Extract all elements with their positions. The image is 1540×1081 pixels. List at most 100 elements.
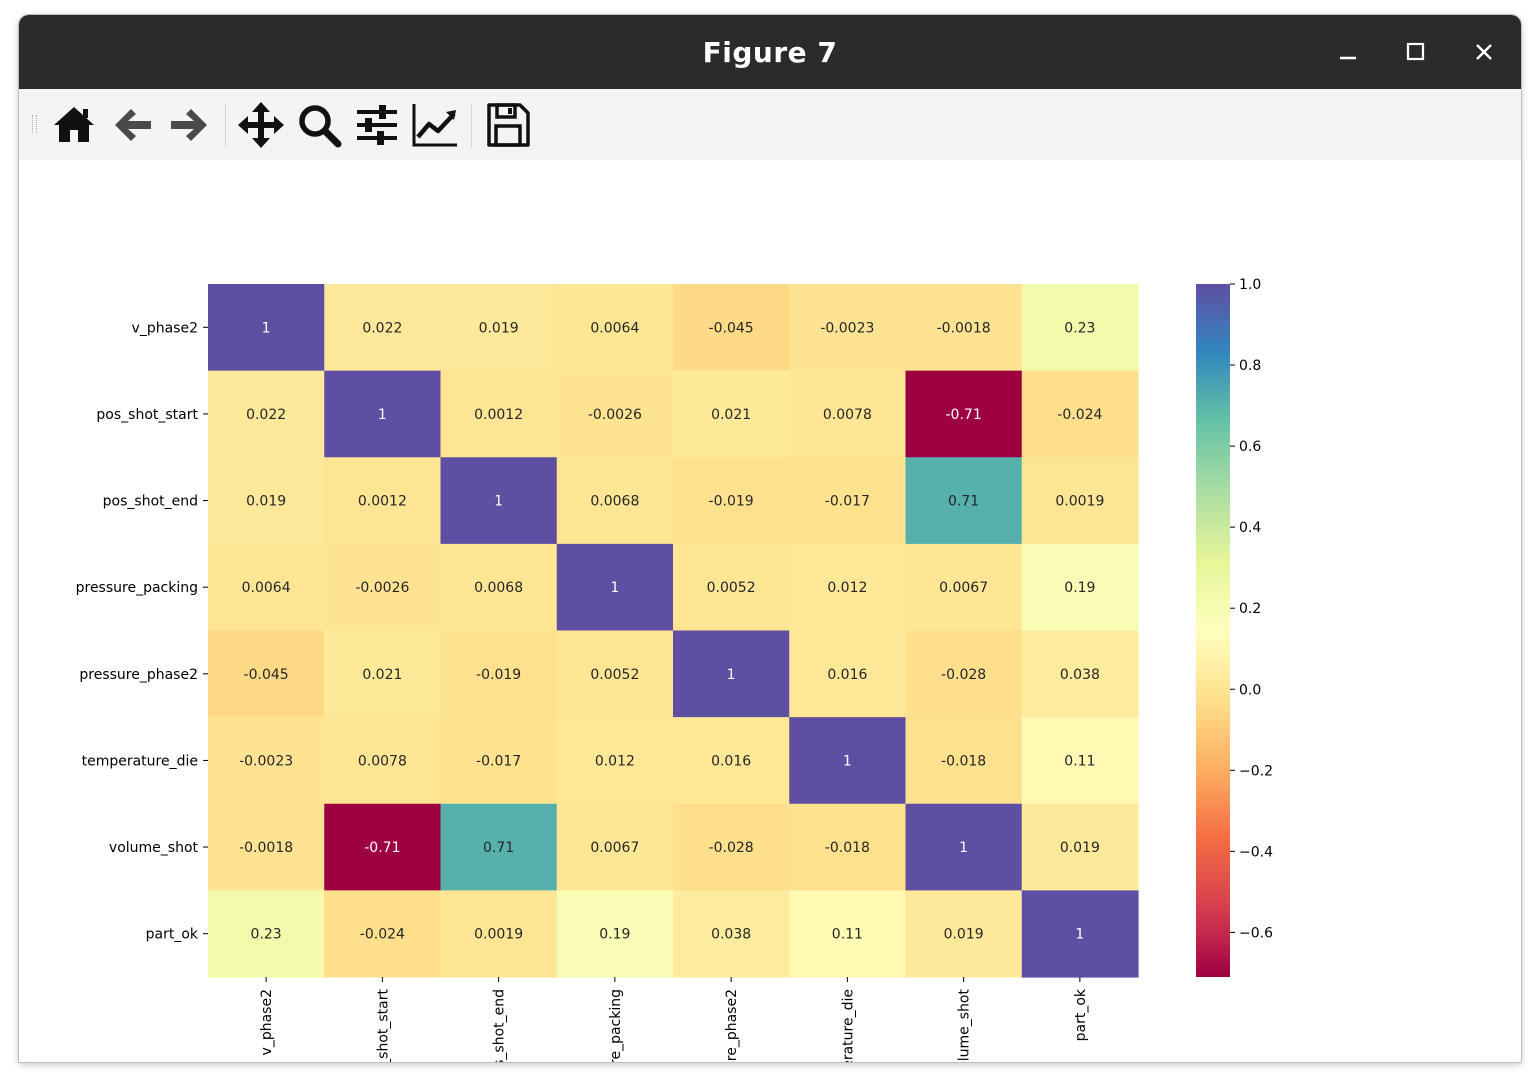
minimize-button[interactable] — [1328, 33, 1368, 73]
heatmap-cell — [789, 284, 907, 372]
back-button[interactable] — [109, 101, 157, 149]
save-button[interactable] — [484, 101, 532, 149]
heatmap-cell — [208, 370, 325, 458]
x-tick-label: pos_shot_end — [492, 989, 508, 1062]
cell-value-label: 0.0078 — [358, 753, 407, 769]
cell-value-label: 0.0012 — [474, 407, 523, 423]
forward-button[interactable] — [165, 101, 213, 149]
heatmap-cell — [324, 803, 442, 891]
cell-value-label: 0.0019 — [1055, 494, 1104, 510]
y-tick-label: pos_shot_end — [103, 494, 198, 510]
configure-subplots-button[interactable] — [353, 101, 401, 149]
heatmap-cell — [673, 717, 790, 805]
cell-value-label: 0.019 — [944, 927, 984, 943]
close-icon — [1476, 44, 1492, 60]
cell-value-label: 0.022 — [246, 407, 286, 423]
heatmap-cell — [324, 890, 442, 978]
y-tick-label: pos_shot_start — [96, 407, 198, 423]
cell-value-label: 1 — [262, 320, 271, 336]
heatmap-cell — [556, 457, 674, 545]
cell-value-label: -0.0018 — [239, 840, 293, 856]
colorbar-tick-label: 1.0 — [1239, 277, 1261, 293]
cell-value-label: 0.71 — [483, 840, 514, 856]
cell-value-label: 1 — [1075, 927, 1084, 943]
cell-value-label: 1 — [727, 667, 736, 683]
cell-value-label: -0.028 — [709, 840, 754, 856]
cell-value-label: 0.0064 — [590, 320, 639, 336]
cell-value-label: -0.019 — [709, 494, 754, 510]
heatmap-cell — [789, 890, 907, 978]
minimize-icon — [1340, 56, 1356, 60]
cell-value-label: -0.71 — [946, 407, 982, 423]
heatmap-cell — [440, 457, 558, 545]
heatmap-cell — [673, 803, 790, 891]
colorbar-tick-label: 0.8 — [1239, 358, 1261, 374]
cell-value-label: -0.018 — [941, 753, 986, 769]
toolbar-separator — [225, 103, 226, 147]
heatmap-cell — [440, 370, 558, 458]
x-tick-label: pressure_phase2 — [724, 989, 740, 1062]
toolbar-grip — [32, 115, 37, 133]
cell-value-label: 0.0019 — [474, 927, 523, 943]
colorbar-tick-label: 0.2 — [1239, 601, 1261, 617]
x-tick-label: pressure_packing — [608, 989, 624, 1062]
heatmap-cell — [905, 630, 1023, 718]
heatmap-cell — [673, 890, 790, 978]
sliders-icon — [357, 105, 397, 145]
y-tick-label: part_ok — [146, 927, 199, 943]
edit-axes-button[interactable] — [411, 101, 459, 149]
heatmap-cell — [324, 370, 442, 458]
heatmap-cell — [556, 890, 674, 978]
cell-value-label: 0.038 — [711, 927, 751, 943]
home-button[interactable] — [50, 101, 98, 149]
cell-value-label: -0.024 — [1057, 407, 1102, 423]
heatmap-cell — [208, 717, 325, 805]
heatmap-cell — [208, 543, 325, 632]
cell-value-label: 0.0064 — [242, 580, 291, 596]
heatmap-cell — [673, 630, 790, 718]
heatmap-cell — [673, 457, 790, 545]
cell-value-label: 0.0012 — [358, 494, 407, 510]
heatmap-cell — [789, 457, 907, 545]
heatmap-cell — [789, 717, 907, 805]
heatmap-cell — [556, 717, 674, 805]
heatmap-cell — [789, 803, 907, 891]
cell-value-label: 1 — [610, 580, 619, 596]
heatmap-cell — [1021, 630, 1139, 718]
x-tick-label: volume_shot — [957, 988, 973, 1062]
maximize-button[interactable] — [1396, 33, 1436, 73]
title-bar: Figure 7 — [19, 15, 1521, 89]
heatmap-cell — [905, 543, 1023, 632]
move-icon — [238, 102, 284, 148]
heatmap-cell — [324, 457, 442, 545]
heatmap-cell — [208, 630, 325, 718]
cell-value-label: -0.0023 — [239, 753, 293, 769]
cell-value-label: -0.019 — [476, 667, 521, 683]
cell-value-label: -0.0018 — [937, 320, 991, 336]
heatmap-cell — [1021, 717, 1139, 805]
y-tick-label: volume_shot — [109, 840, 199, 856]
colorbar-tick-label: 0.4 — [1239, 520, 1261, 536]
cell-value-label: 0.19 — [599, 927, 630, 943]
y-tick-label: temperature_die — [82, 753, 198, 769]
cell-value-label: 0.012 — [595, 753, 635, 769]
cell-value-label: 0.019 — [246, 494, 286, 510]
cell-value-label: 0.0052 — [590, 667, 639, 683]
arrow-left-icon — [115, 109, 151, 141]
zoom-button[interactable] — [295, 101, 343, 149]
x-tick-label: part_ok — [1073, 988, 1089, 1041]
heatmap-cell — [556, 803, 674, 891]
cell-value-label: 0.038 — [1060, 667, 1100, 683]
x-tick-label: pos_shot_start — [375, 988, 391, 1062]
heatmap-cell — [789, 543, 907, 632]
heatmap-cell — [673, 370, 790, 458]
heatmap-cell — [789, 370, 907, 458]
correlation-heatmap[interactable]: 1 0.022 0.019 0.0064 -0.045 -0.0023 -0.0018 0.2… — [19, 160, 1521, 1062]
cell-value-label: 0.022 — [362, 320, 402, 336]
colorbar-tick-label: 0.0 — [1239, 682, 1261, 698]
close-button[interactable] — [1464, 33, 1504, 73]
toolbar-separator — [471, 103, 472, 147]
figure-canvas[interactable]: 1 0.022 0.019 0.0064 -0.045 -0.0023 -0.0018 0.2… — [19, 160, 1521, 1062]
pan-button[interactable] — [237, 101, 285, 149]
cell-value-label: -0.017 — [825, 494, 870, 510]
